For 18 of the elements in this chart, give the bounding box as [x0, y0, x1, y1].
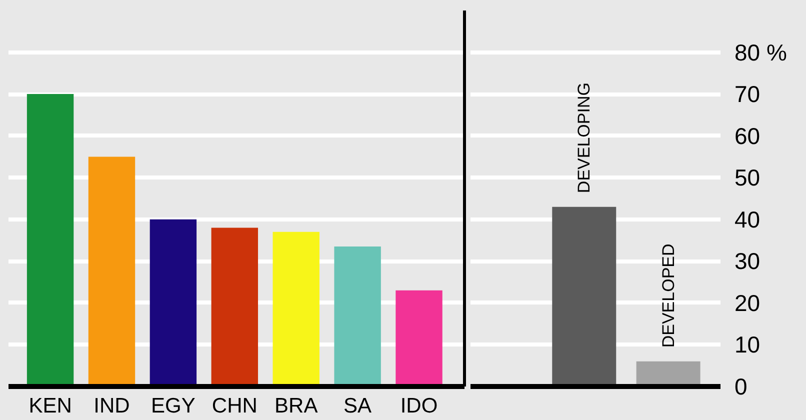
x-tick-label: IND	[94, 394, 130, 418]
y-tick-label: 20	[734, 290, 760, 316]
y-tick-label: 60	[734, 122, 760, 149]
y-tick-label: 30	[734, 248, 760, 274]
x-tick-label: EGY	[151, 394, 196, 418]
x-tick-label: BRA	[274, 394, 318, 418]
y-tick-label: 10	[734, 332, 760, 358]
y-tick-label: 0	[734, 374, 748, 400]
y-tick-label: 80 %	[734, 39, 787, 66]
x-tick-label: SA	[344, 394, 372, 418]
y-tick-label: 70	[734, 81, 760, 108]
x-tick-label: CHN	[212, 394, 258, 418]
x-tick-label: DEVELOPED	[658, 244, 678, 348]
x-tick-label: KEN	[28, 394, 72, 418]
y-tick-label: 40	[734, 206, 760, 232]
x-tick-label: DEVELOPING	[574, 82, 594, 194]
x-tick-label: IDO	[400, 394, 438, 418]
y-tick-label: 50	[734, 164, 760, 191]
